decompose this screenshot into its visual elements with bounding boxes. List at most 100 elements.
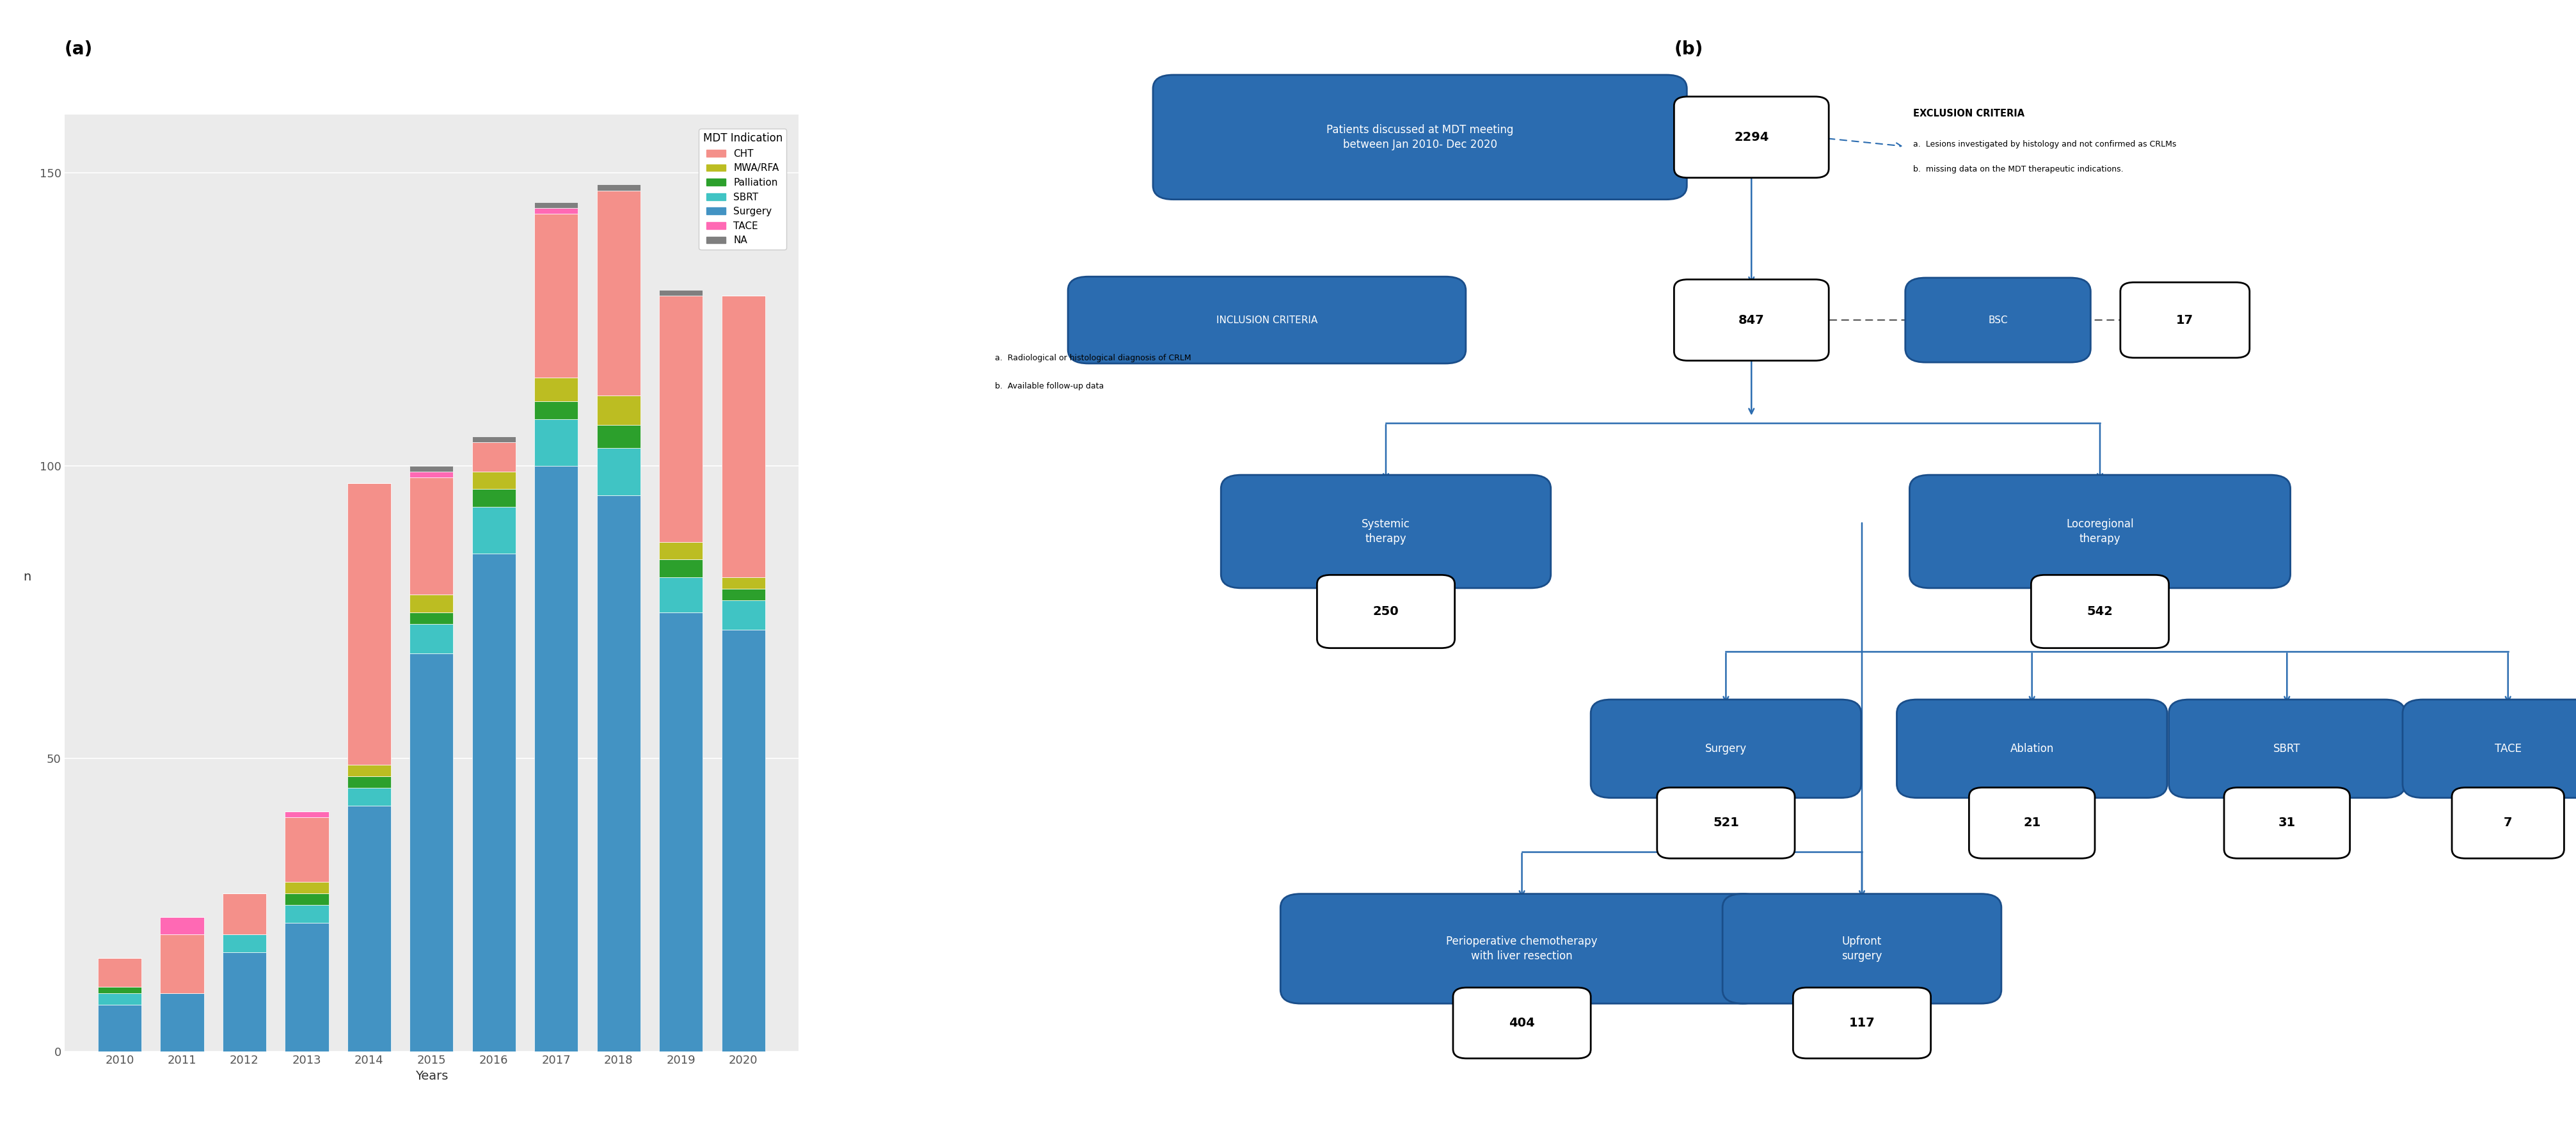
Bar [286, 894, 330, 905]
FancyBboxPatch shape [1221, 474, 1551, 588]
Text: INCLUSION CRITERIA: INCLUSION CRITERIA [1216, 315, 1316, 325]
Bar [533, 208, 577, 214]
Bar [348, 483, 392, 765]
Bar [98, 958, 142, 988]
FancyBboxPatch shape [1674, 96, 1829, 177]
Text: 117: 117 [1850, 1017, 1875, 1029]
Bar [410, 594, 453, 613]
Text: Locoregional
therapy: Locoregional therapy [2066, 518, 2133, 545]
Text: 250: 250 [1373, 606, 1399, 617]
Text: a.  Lesions investigated by histology and not confirmed as CRLMs: a. Lesions investigated by histology and… [1914, 139, 2177, 149]
Bar [286, 812, 330, 817]
Text: Upfront
surgery: Upfront surgery [1842, 935, 1883, 962]
X-axis label: Years: Years [415, 1070, 448, 1082]
Bar [471, 506, 515, 553]
Bar [533, 466, 577, 1052]
Text: TACE: TACE [2494, 743, 2522, 754]
Text: 21: 21 [2022, 817, 2040, 829]
Bar [410, 472, 453, 478]
Bar [286, 881, 330, 894]
Text: b.  missing data on the MDT therapeutic indications.: b. missing data on the MDT therapeutic i… [1914, 165, 2123, 174]
FancyBboxPatch shape [2452, 788, 2563, 858]
Bar [659, 290, 703, 296]
Text: 2294: 2294 [1734, 131, 1770, 143]
Bar [348, 765, 392, 776]
FancyBboxPatch shape [1909, 474, 2290, 588]
Bar [410, 478, 453, 594]
Bar [598, 395, 641, 425]
Bar [533, 401, 577, 418]
Text: Patients discussed at MDT meeting
between Jan 2010- Dec 2020: Patients discussed at MDT meeting betwee… [1327, 123, 1515, 151]
Bar [471, 442, 515, 472]
FancyBboxPatch shape [1592, 700, 1860, 798]
Bar [533, 378, 577, 401]
Text: 7: 7 [2504, 817, 2512, 829]
Text: 521: 521 [1713, 817, 1739, 829]
Bar [471, 489, 515, 506]
Bar [410, 465, 453, 472]
Bar [348, 788, 392, 806]
FancyBboxPatch shape [1723, 894, 2002, 1004]
FancyBboxPatch shape [1154, 74, 1687, 199]
Text: 17: 17 [2177, 314, 2195, 326]
Bar [659, 296, 703, 542]
Text: Ablation: Ablation [2009, 743, 2053, 754]
FancyBboxPatch shape [1968, 788, 2094, 858]
FancyBboxPatch shape [1793, 988, 1932, 1058]
Bar [659, 560, 703, 577]
FancyBboxPatch shape [2169, 700, 2406, 798]
Bar [659, 542, 703, 559]
Bar [471, 472, 515, 489]
Text: EXCLUSION CRITERIA: EXCLUSION CRITERIA [1914, 109, 2025, 119]
Text: 542: 542 [2087, 606, 2112, 617]
Text: 404: 404 [1510, 1017, 1535, 1029]
Bar [533, 202, 577, 208]
Bar [471, 437, 515, 442]
Bar [348, 776, 392, 788]
Bar [410, 653, 453, 1052]
Bar [598, 425, 641, 448]
Text: (a): (a) [64, 40, 93, 58]
Bar [659, 613, 703, 1052]
Bar [721, 577, 765, 589]
Y-axis label: n: n [23, 570, 31, 583]
Bar [598, 495, 641, 1052]
Bar [410, 624, 453, 653]
Text: (b): (b) [1674, 40, 1703, 58]
Text: 847: 847 [1739, 314, 1765, 326]
Bar [721, 600, 765, 630]
Text: a.  Radiological or histological diagnosis of CRLM: a. Radiological or histological diagnosi… [994, 353, 1190, 362]
Text: 31: 31 [2277, 817, 2295, 829]
Bar [286, 817, 330, 881]
Bar [160, 917, 204, 935]
Bar [286, 905, 330, 922]
Bar [160, 993, 204, 1052]
Text: Systemic
therapy: Systemic therapy [1363, 518, 1409, 545]
FancyBboxPatch shape [1069, 277, 1466, 363]
FancyBboxPatch shape [1674, 279, 1829, 361]
FancyBboxPatch shape [1896, 700, 2166, 798]
Bar [533, 418, 577, 466]
Text: Perioperative chemotherapy
with liver resection: Perioperative chemotherapy with liver re… [1445, 935, 1597, 962]
Bar [721, 589, 765, 600]
Bar [410, 613, 453, 624]
Bar [98, 1005, 142, 1052]
Text: SBRT: SBRT [2275, 743, 2300, 754]
Bar [98, 993, 142, 1005]
Bar [533, 214, 577, 378]
Bar [598, 191, 641, 395]
FancyBboxPatch shape [2120, 282, 2249, 358]
Bar [286, 922, 330, 1052]
FancyBboxPatch shape [1906, 278, 2092, 362]
FancyBboxPatch shape [2403, 700, 2576, 798]
Text: b.  Available follow-up data: b. Available follow-up data [994, 382, 1103, 391]
Bar [222, 935, 265, 952]
Bar [222, 894, 265, 935]
FancyBboxPatch shape [2223, 788, 2349, 858]
Legend: CHT, MWA/RFA, Palliation, SBRT, Surgery, TACE, NA: CHT, MWA/RFA, Palliation, SBRT, Surgery,… [698, 128, 786, 249]
FancyBboxPatch shape [1656, 788, 1795, 858]
Bar [721, 296, 765, 577]
Bar [659, 577, 703, 613]
Bar [160, 935, 204, 993]
Bar [98, 988, 142, 993]
